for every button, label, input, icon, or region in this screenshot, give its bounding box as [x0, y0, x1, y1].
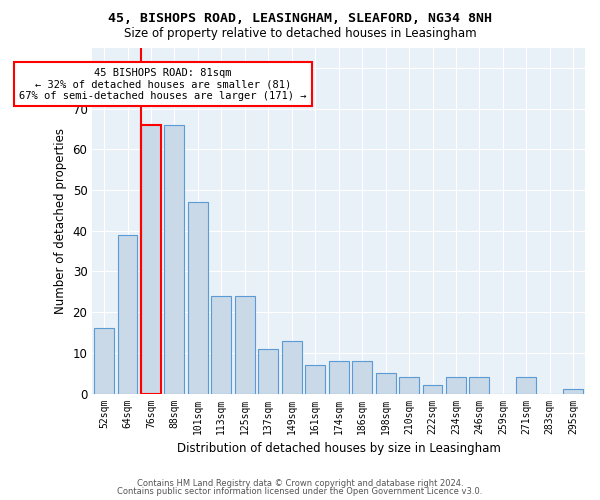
Bar — [94, 328, 114, 394]
Bar — [352, 361, 372, 394]
Bar — [141, 125, 161, 394]
Bar — [211, 296, 232, 394]
Bar — [305, 365, 325, 394]
Y-axis label: Number of detached properties: Number of detached properties — [54, 128, 67, 314]
Bar — [235, 296, 255, 394]
Bar — [376, 373, 395, 394]
Text: Contains public sector information licensed under the Open Government Licence v3: Contains public sector information licen… — [118, 487, 482, 496]
Bar — [517, 378, 536, 394]
X-axis label: Distribution of detached houses by size in Leasingham: Distribution of detached houses by size … — [177, 442, 500, 455]
Text: 45 BISHOPS ROAD: 81sqm
← 32% of detached houses are smaller (81)
67% of semi-det: 45 BISHOPS ROAD: 81sqm ← 32% of detached… — [19, 68, 307, 100]
Bar — [164, 125, 184, 394]
Bar — [563, 390, 583, 394]
Bar — [259, 349, 278, 394]
Bar — [118, 235, 137, 394]
Bar — [399, 378, 419, 394]
Bar — [422, 386, 442, 394]
Text: Size of property relative to detached houses in Leasingham: Size of property relative to detached ho… — [124, 28, 476, 40]
Bar — [282, 340, 302, 394]
Text: Contains HM Land Registry data © Crown copyright and database right 2024.: Contains HM Land Registry data © Crown c… — [137, 478, 463, 488]
Bar — [469, 378, 490, 394]
Bar — [188, 202, 208, 394]
Text: 45, BISHOPS ROAD, LEASINGHAM, SLEAFORD, NG34 8NH: 45, BISHOPS ROAD, LEASINGHAM, SLEAFORD, … — [108, 12, 492, 26]
Bar — [446, 378, 466, 394]
Bar — [329, 361, 349, 394]
